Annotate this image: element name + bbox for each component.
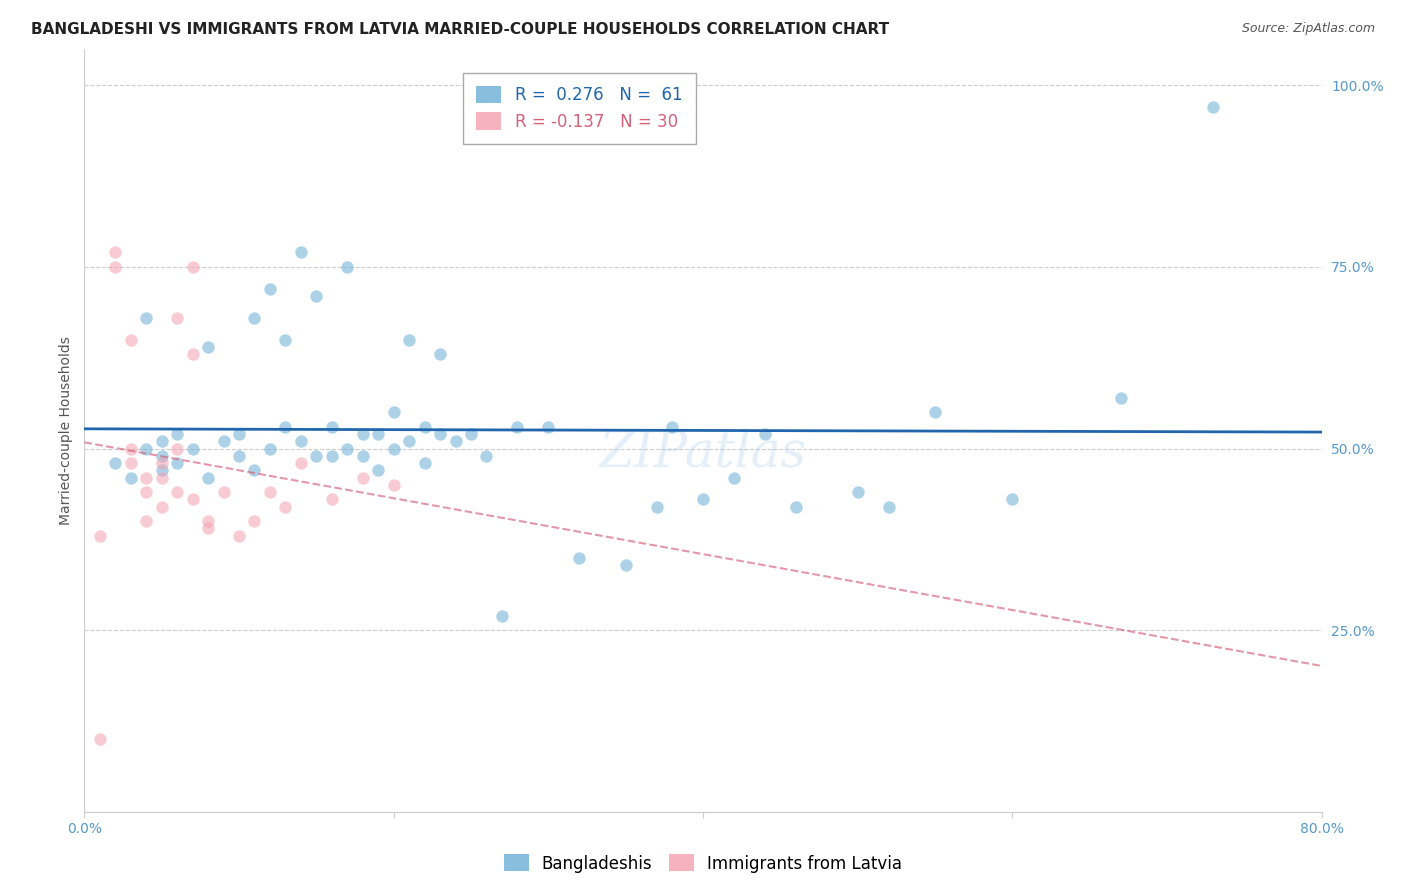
Point <box>197 514 219 528</box>
Point <box>259 442 281 456</box>
Legend: Bangladeshis, Immigrants from Latvia: Bangladeshis, Immigrants from Latvia <box>496 847 910 880</box>
Point <box>290 456 312 470</box>
Y-axis label: Married-couple Households: Married-couple Households <box>59 336 73 524</box>
Point <box>336 260 359 274</box>
Point <box>692 492 714 507</box>
Point <box>846 485 869 500</box>
Point <box>135 514 157 528</box>
Point <box>382 405 405 419</box>
Point <box>135 485 157 500</box>
Point <box>290 434 312 449</box>
Point <box>135 310 157 325</box>
Point <box>243 310 266 325</box>
Point <box>181 492 204 507</box>
Point <box>645 500 668 514</box>
Point <box>104 456 127 470</box>
Point <box>568 550 591 565</box>
Point <box>197 521 219 535</box>
Point <box>150 470 173 484</box>
Point <box>413 419 436 434</box>
Point <box>228 427 250 442</box>
Legend: R =  0.276   N =  61, R = -0.137   N = 30: R = 0.276 N = 61, R = -0.137 N = 30 <box>463 72 696 144</box>
Point <box>150 500 173 514</box>
Point <box>274 419 297 434</box>
Point <box>89 732 111 747</box>
Point <box>1109 391 1132 405</box>
Point <box>460 427 482 442</box>
Point <box>212 485 235 500</box>
Point <box>321 419 343 434</box>
Point <box>336 442 359 456</box>
Point <box>104 260 127 274</box>
Point <box>924 405 946 419</box>
Point <box>150 463 173 477</box>
Point <box>150 456 173 470</box>
Point <box>475 449 498 463</box>
Point <box>444 434 467 449</box>
Point <box>181 347 204 361</box>
Point <box>614 558 637 572</box>
Point <box>352 470 374 484</box>
Text: BANGLADESHI VS IMMIGRANTS FROM LATVIA MARRIED-COUPLE HOUSEHOLDS CORRELATION CHAR: BANGLADESHI VS IMMIGRANTS FROM LATVIA MA… <box>31 22 889 37</box>
Point <box>166 427 188 442</box>
Point <box>120 442 142 456</box>
Point <box>352 449 374 463</box>
Text: Source: ZipAtlas.com: Source: ZipAtlas.com <box>1241 22 1375 36</box>
Point <box>228 529 250 543</box>
Point <box>429 347 451 361</box>
Point <box>429 427 451 442</box>
Point <box>104 245 127 260</box>
Point <box>166 456 188 470</box>
Point <box>398 434 420 449</box>
Point <box>166 485 188 500</box>
Point <box>382 478 405 492</box>
Text: ZIPatlas: ZIPatlas <box>599 428 807 478</box>
Point <box>243 514 266 528</box>
Point <box>661 419 683 434</box>
Point <box>352 427 374 442</box>
Point <box>1202 100 1225 114</box>
Point <box>537 419 560 434</box>
Point <box>305 289 328 303</box>
Point <box>290 245 312 260</box>
Point <box>197 340 219 354</box>
Point <box>243 463 266 477</box>
Point <box>1001 492 1024 507</box>
Point <box>135 442 157 456</box>
Point <box>274 500 297 514</box>
Point <box>367 427 389 442</box>
Point <box>181 442 204 456</box>
Point <box>150 449 173 463</box>
Point <box>89 529 111 543</box>
Point <box>367 463 389 477</box>
Point <box>150 434 173 449</box>
Point <box>259 282 281 296</box>
Point <box>197 470 219 484</box>
Point <box>723 470 745 484</box>
Point <box>877 500 900 514</box>
Point <box>181 260 204 274</box>
Point <box>305 449 328 463</box>
Point <box>754 427 776 442</box>
Point <box>491 608 513 623</box>
Point <box>506 419 529 434</box>
Point <box>785 500 807 514</box>
Point <box>166 442 188 456</box>
Point <box>228 449 250 463</box>
Point <box>382 442 405 456</box>
Point <box>321 449 343 463</box>
Point <box>120 456 142 470</box>
Point <box>120 333 142 347</box>
Point <box>166 310 188 325</box>
Point <box>259 485 281 500</box>
Point <box>135 470 157 484</box>
Point <box>212 434 235 449</box>
Point <box>120 470 142 484</box>
Point <box>321 492 343 507</box>
Point <box>398 333 420 347</box>
Point <box>413 456 436 470</box>
Point <box>274 333 297 347</box>
